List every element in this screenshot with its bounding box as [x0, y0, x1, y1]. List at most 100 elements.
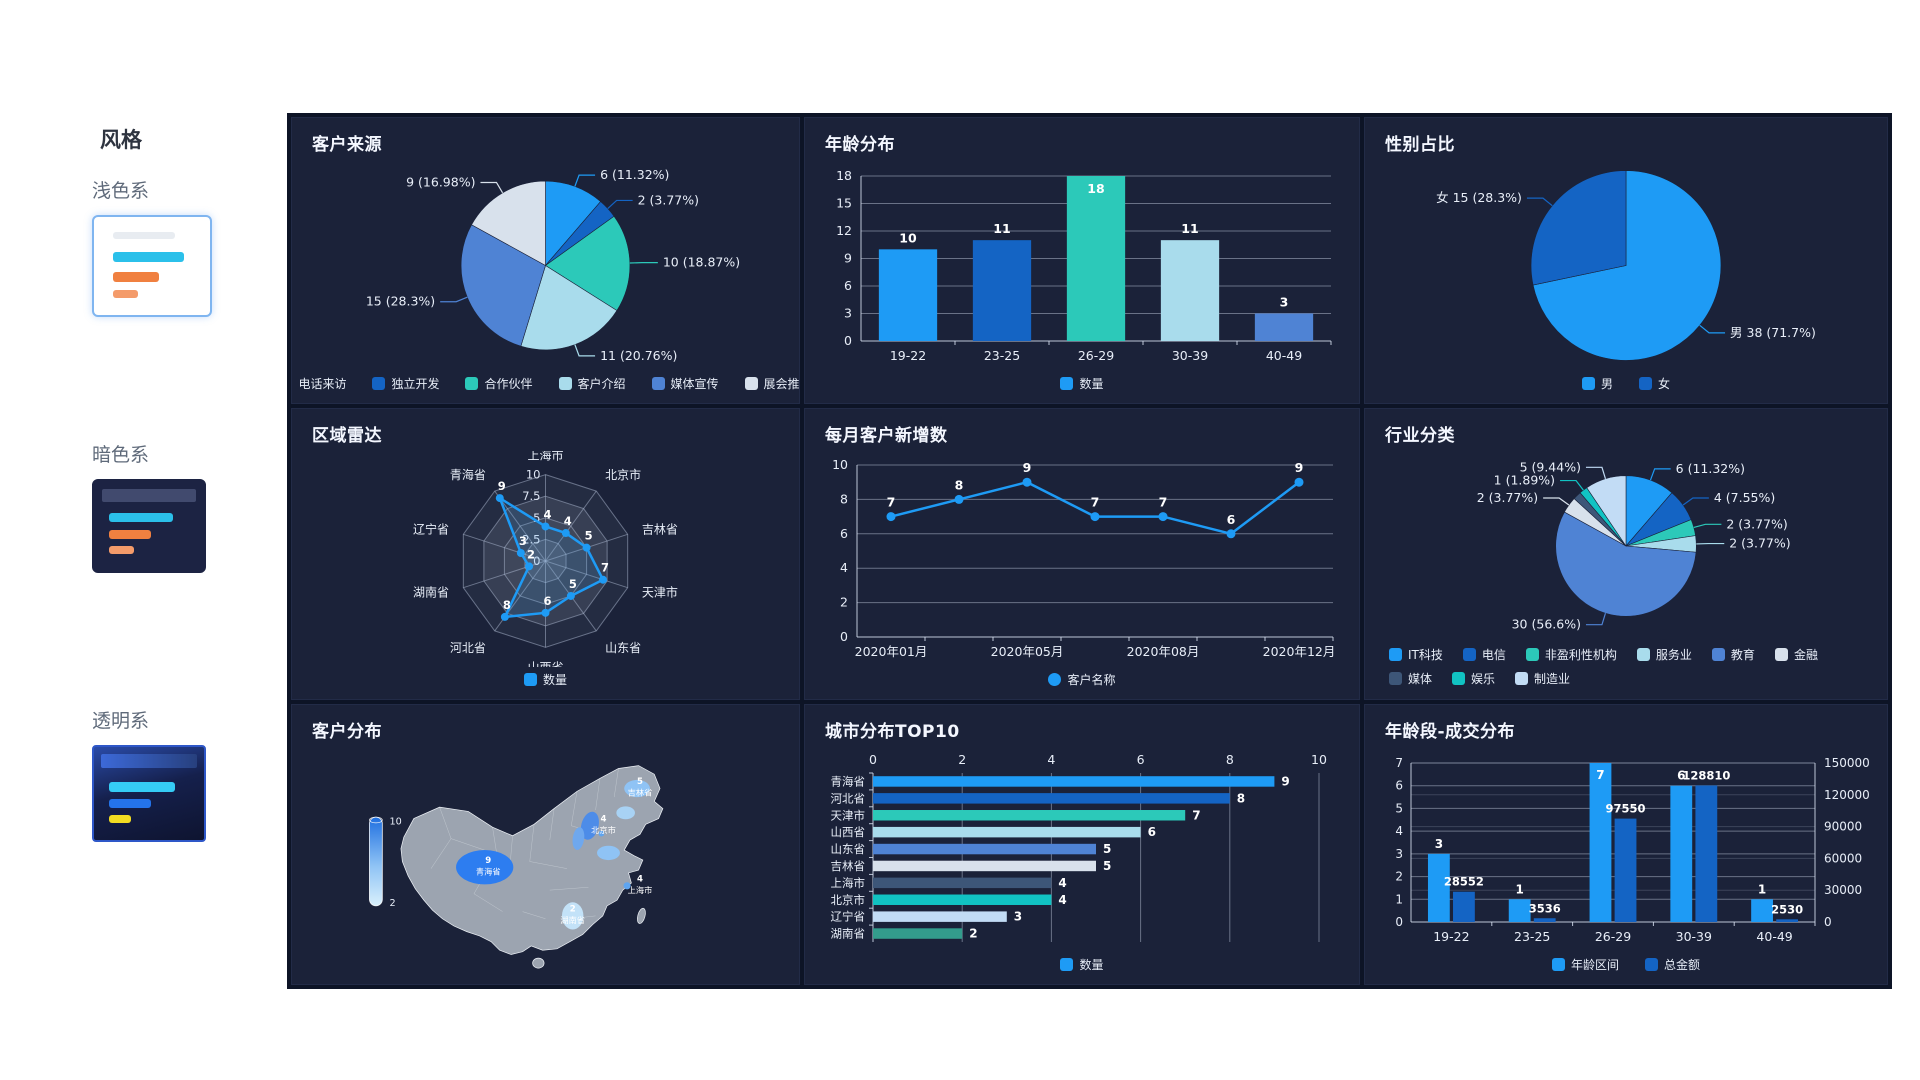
thumb-bar	[100, 753, 198, 769]
svg-text:26-29: 26-29	[1078, 348, 1114, 363]
svg-text:7.5: 7.5	[522, 489, 540, 503]
svg-text:山东省: 山东省	[831, 842, 866, 856]
legend-item-娱乐[interactable]: 娱乐	[1452, 670, 1495, 687]
svg-text:1 (1.89%): 1 (1.89%)	[1494, 473, 1555, 488]
chart-legend[interactable]: 数量	[815, 371, 1349, 395]
light-theme-thumbnail[interactable]	[92, 215, 212, 317]
city-top10-hbar-chart[interactable]: 0 2 4 6 8 10 9 青海省 8 河北省 7 天津市 6 山西省 5 山东省 5 吉林省 4 上海市 4 北京市 3…	[815, 747, 1349, 976]
customer-source-pie-chart[interactable]: 6 (11.32%) 2 (3.77%) 10 (18.87%) 11 (20.76%…	[292, 160, 799, 395]
chart-legend[interactable]: 数量	[815, 952, 1349, 976]
legend-item-数量[interactable]: 数量	[1060, 956, 1104, 973]
legend-item-媒体[interactable]: 媒体	[1389, 670, 1432, 687]
svg-text:2: 2	[840, 595, 848, 610]
legend-item-金融[interactable]: 金融	[1774, 646, 1818, 663]
legend-item-年龄区间[interactable]: 年龄区间	[1551, 956, 1619, 973]
svg-text:2 (3.77%): 2 (3.77%)	[638, 192, 699, 207]
legend-item-电信[interactable]: 电信	[1462, 646, 1506, 663]
sidebar-title: 风格	[100, 128, 142, 152]
thumb-bar	[112, 271, 159, 282]
legend-item-数量[interactable]: 数量	[523, 671, 567, 688]
svg-text:5: 5	[1103, 859, 1111, 873]
svg-text:128810: 128810	[1682, 768, 1730, 782]
legend-item-独立开发[interactable]: 独立开发	[372, 375, 439, 392]
svg-text:4: 4	[840, 560, 848, 575]
region-radar-chart[interactable]: 上海市北京市吉林省天津市山东省山西省 河北省 湖南省 辽宁省 青海省 0 2.5 5 7.5 10…	[302, 451, 789, 691]
legend-item-女[interactable]: 女	[1639, 375, 1670, 392]
panel-monthly-new-customers: 每月客户新增数 0 2 4 6 8 10 7 2020年01月 8 9 2020年05月 7 7 2020…	[804, 408, 1360, 700]
svg-text:10: 10	[899, 230, 917, 245]
customer-distribution-map[interactable]: 9 青海省 5 吉林省 4 北京市 4 上海市 2 湖南省 10 2	[302, 747, 789, 976]
legend-item-总金额[interactable]: 总金额	[1645, 956, 1700, 973]
legend-label: 客户介绍	[577, 376, 626, 391]
svg-text:4: 4	[564, 514, 572, 528]
svg-text:5: 5	[569, 577, 577, 591]
chart-legend[interactable]: 男女	[1375, 371, 1877, 395]
svg-text:2020年08月: 2020年08月	[1127, 644, 1200, 659]
legend-label: 媒体	[1408, 671, 1433, 686]
chart-legend[interactable]: 数量	[302, 667, 789, 691]
thumb-bar	[101, 489, 197, 502]
legend-swatch	[523, 672, 537, 686]
legend-item-数量[interactable]: 数量	[1060, 375, 1104, 392]
chart-legend[interactable]: 电话来访 独立开发 合作伙伴 客户介绍 媒体宣传 展会推广	[292, 371, 799, 395]
legend-item-电话来访[interactable]: 电话来访	[292, 375, 346, 392]
legend-item-媒体宣传[interactable]: 媒体宣传	[651, 375, 719, 392]
industry-category-pie-chart[interactable]: 6 (11.32%) 4 (7.55%) 2 (3.77%) 2 (3.77%) 30 …	[1375, 451, 1877, 691]
svg-text:2: 2	[570, 905, 576, 915]
legend-swatch	[1636, 647, 1650, 661]
transparent-theme-thumbnail[interactable]	[92, 745, 206, 842]
svg-text:3: 3	[519, 534, 527, 548]
svg-text:6 (11.32%): 6 (11.32%)	[1676, 461, 1745, 476]
svg-text:7: 7	[1192, 808, 1200, 822]
dark-theme-thumbnail[interactable]	[92, 479, 206, 573]
panel-customer-source: 客户来源 6 (11.32%) 2 (3.77%) 10 (18.87%) 11 (2…	[291, 117, 800, 404]
svg-text:6: 6	[1137, 752, 1145, 767]
svg-text:辽宁省: 辽宁省	[413, 522, 449, 537]
chart-legend[interactable]: 年龄区间 总金额	[1375, 952, 1877, 976]
age-distribution-bar-chart[interactable]: 0 3 6 9 12 15 18 10 19-22 11 23-25 18 26-29 11 30-39 3 4…	[815, 160, 1349, 395]
thumb-bar	[109, 512, 174, 522]
svg-text:北京市: 北京市	[591, 825, 616, 835]
legend-item-IT科技[interactable]: IT科技	[1389, 646, 1443, 663]
thumb-bar	[109, 814, 132, 824]
thumb-bar	[112, 231, 176, 239]
svg-text:河北省: 河北省	[450, 641, 486, 655]
svg-text:9: 9	[844, 251, 852, 266]
svg-text:6: 6	[844, 278, 852, 293]
legend-label: 数量	[542, 672, 567, 687]
legend-item-客户介绍[interactable]: 客户介绍	[558, 375, 626, 392]
monthly-new-customers-line-chart[interactable]: 0 2 4 6 8 10 7 2020年01月 8 9 2020年05月 7 7 2020年08月 6 9 20…	[815, 451, 1349, 691]
legend-item-展会推广[interactable]: 展会推广	[744, 375, 799, 392]
svg-text:10: 10	[526, 468, 541, 482]
svg-text:7: 7	[1596, 768, 1604, 782]
svg-text:5: 5	[1395, 801, 1403, 815]
legend-label: 年龄区间	[1570, 957, 1619, 972]
legend-swatch	[1639, 376, 1652, 390]
svg-text:11 (20.76%): 11 (20.76%)	[600, 348, 677, 363]
style-option-dark: 暗色系	[92, 440, 272, 573]
legend-item-服务业[interactable]: 服务业	[1636, 646, 1692, 663]
svg-text:3: 3	[1280, 295, 1289, 310]
legend-label: 数量	[1079, 957, 1104, 972]
chart-legend[interactable]: 客户名称	[815, 667, 1349, 691]
panel-industry-category: 行业分类 6 (11.32%) 4 (7.55%) 2 (3.77%) 2 (3.77…	[1364, 408, 1888, 700]
legend-label: 服务业	[1655, 647, 1692, 662]
gender-ratio-pie-chart[interactable]: 男 38 (71.7%) 女 15 (28.3%) 男女	[1375, 160, 1877, 395]
chart-legend[interactable]: IT科技 电信 非盈利性机构 服务业 教育 金融媒体 娱乐 制造业	[1375, 641, 1877, 691]
age-deal-dualbar-chart[interactable]: 0 1 2 3 4 5 6 7 0 30000 60000 90000 120000 150000 3 285…	[1375, 747, 1877, 976]
svg-text:河北省: 河北省	[831, 791, 866, 805]
legend-label: 媒体宣传	[670, 376, 719, 391]
legend-swatch	[1525, 647, 1539, 661]
legend-item-教育[interactable]: 教育	[1711, 646, 1755, 663]
legend-item-制造业[interactable]: 制造业	[1515, 670, 1570, 687]
panel-region-radar: 区域雷达 上海市北京市吉林省天津市山东省山西省 河北省 湖南省 辽宁省 青海省 0 2.5 5…	[291, 408, 800, 700]
legend-item-客户名称[interactable]: 客户名称	[1048, 671, 1116, 688]
legend-item-男[interactable]: 男	[1581, 375, 1613, 392]
svg-text:30 (56.6%): 30 (56.6%)	[1512, 617, 1581, 632]
svg-text:0: 0	[869, 752, 877, 767]
legend-item-非盈利性机构[interactable]: 非盈利性机构	[1525, 646, 1617, 663]
svg-text:5 (9.44%): 5 (9.44%)	[1520, 459, 1581, 474]
svg-text:0: 0	[533, 554, 540, 568]
svg-text:天津市: 天津市	[642, 584, 678, 599]
legend-item-合作伙伴[interactable]: 合作伙伴	[465, 375, 533, 392]
